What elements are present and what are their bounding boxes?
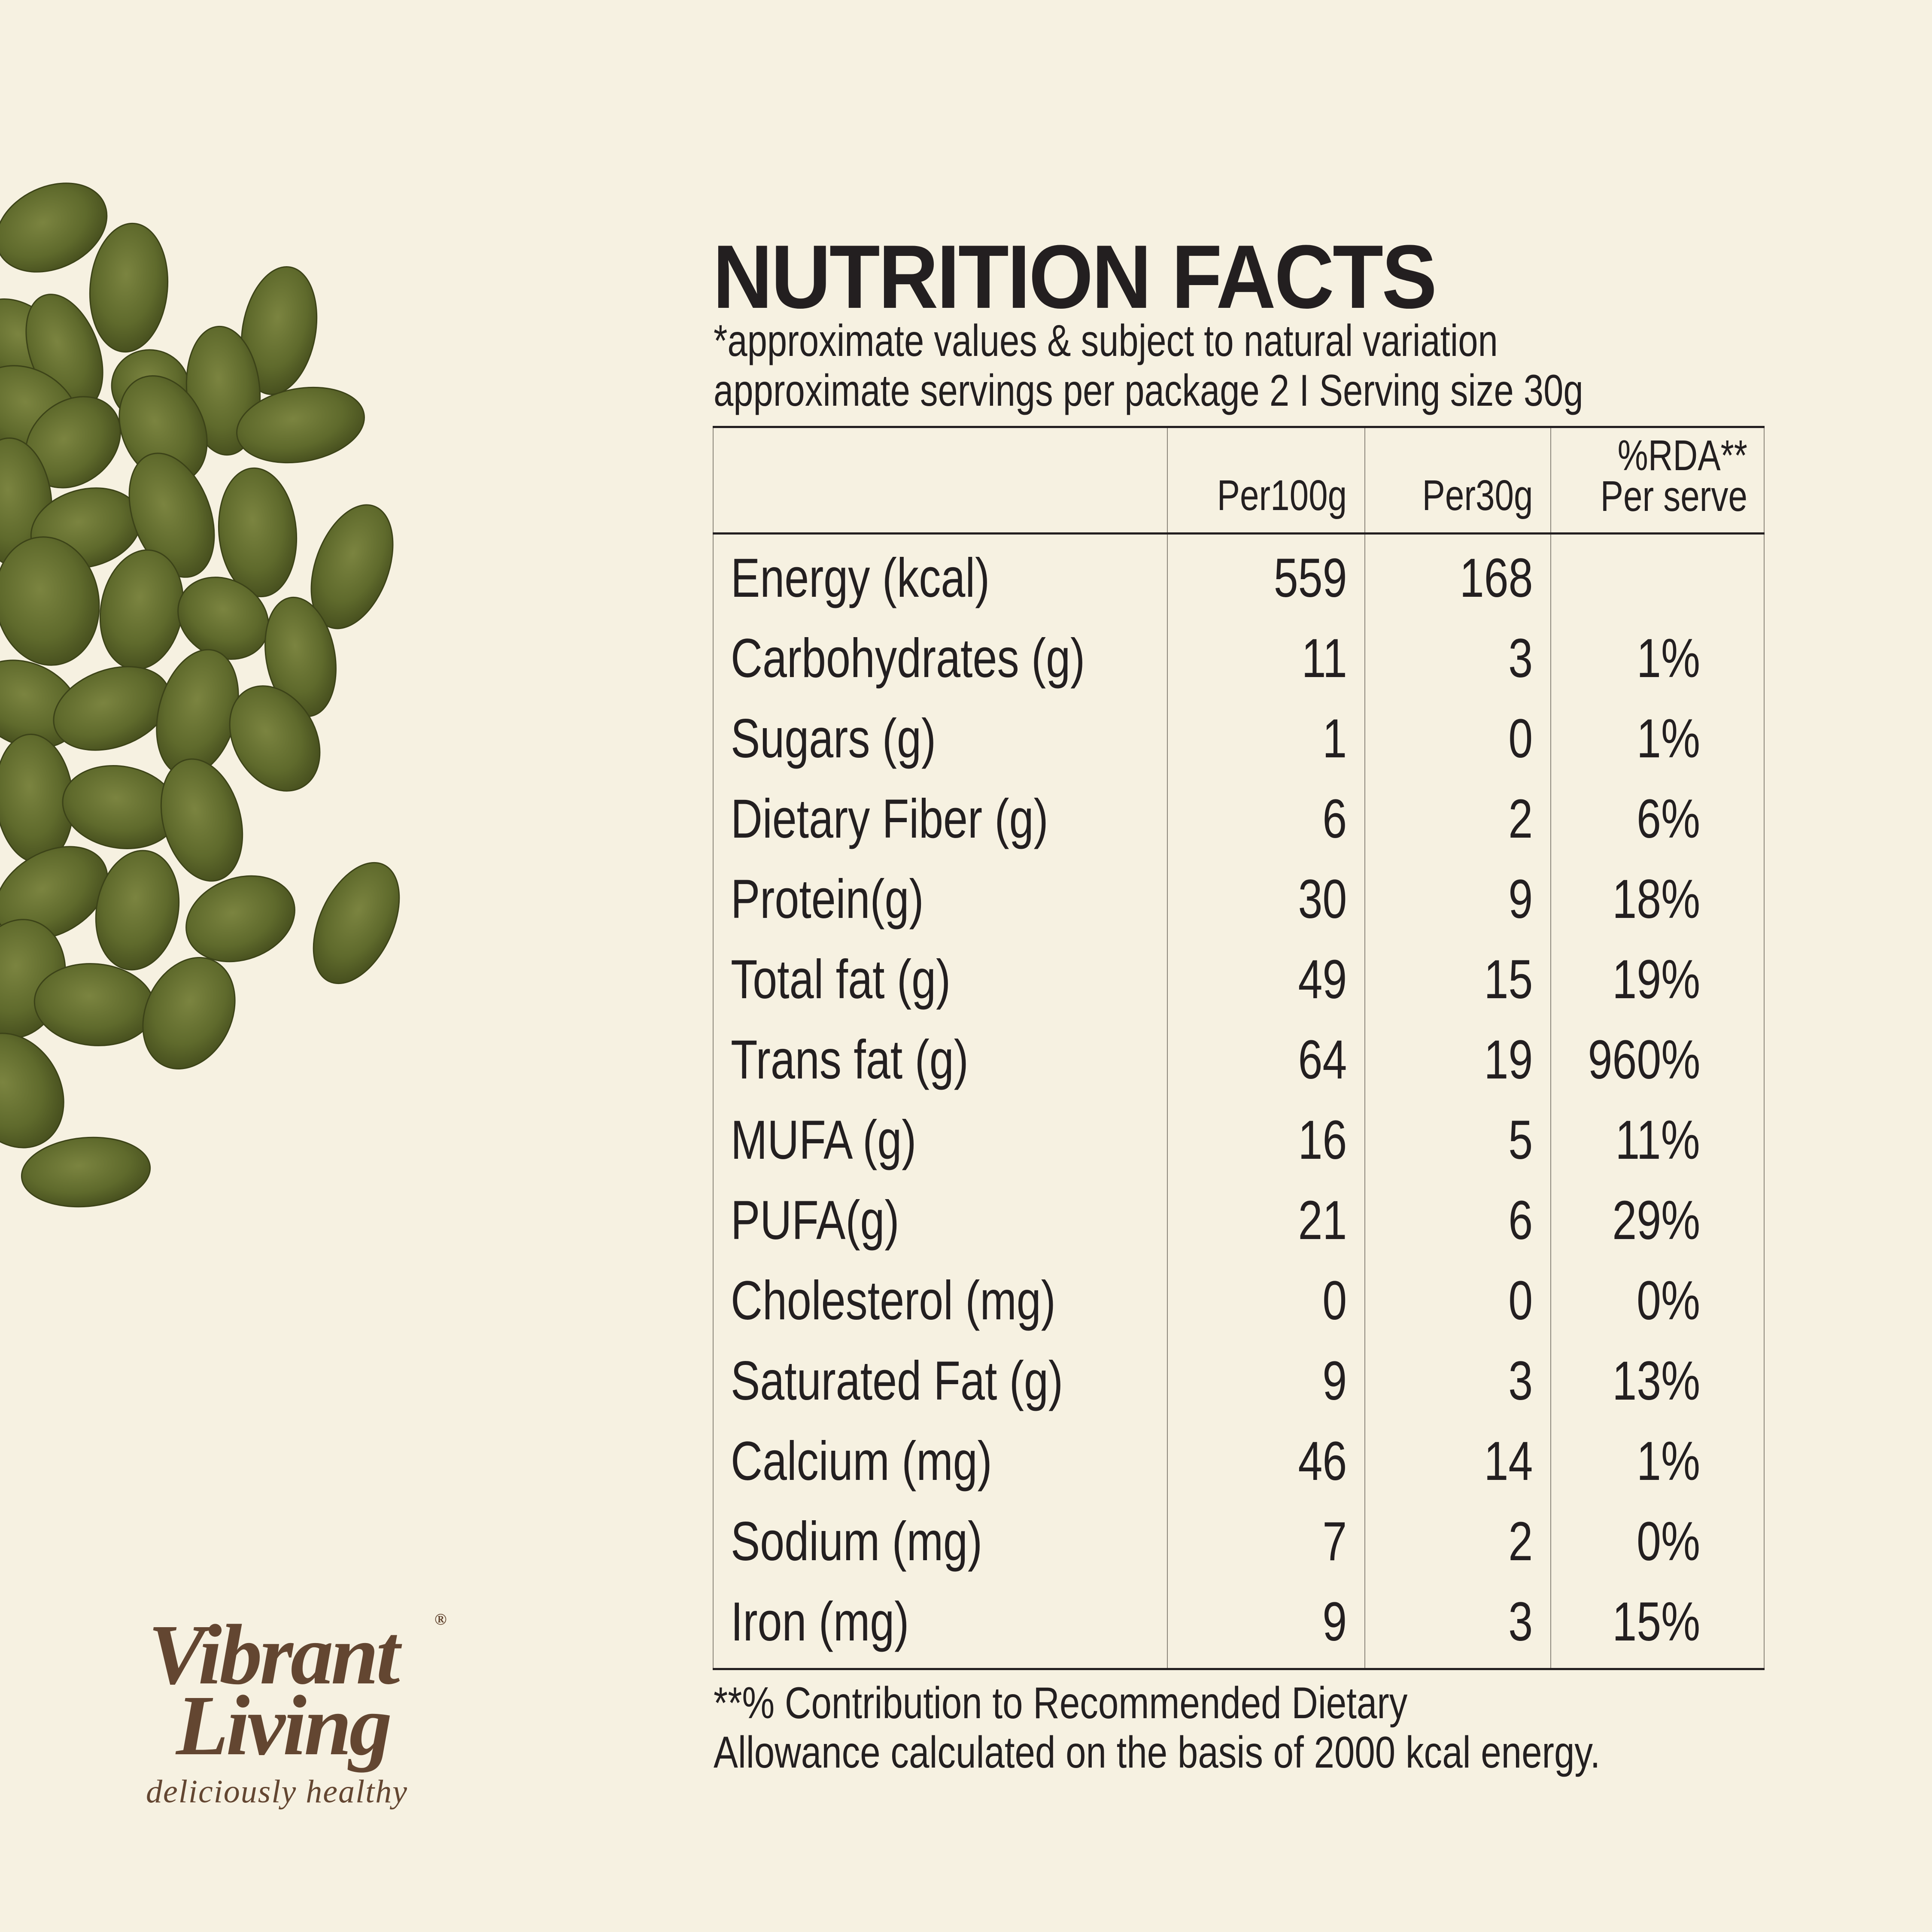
header-rda: %RDA** Per serve	[1600, 431, 1747, 520]
brand-name-line2: Living	[176, 1678, 392, 1773]
value-rda: 19%	[1612, 948, 1700, 1010]
value-rda: 1%	[1637, 1430, 1700, 1492]
table-body: Energy (kcal) 559 168 Carbohydrates (g) 11 3 1…	[713, 535, 1765, 1668]
footnote-line1: **% Contribution to Recommended Dietary	[714, 1678, 1408, 1728]
value-per100g: 11	[1301, 627, 1347, 689]
value-rda: 11%	[1615, 1109, 1700, 1171]
pumpkin-seeds-image	[0, 182, 400, 1208]
value-per30g: 9	[1508, 868, 1533, 930]
value-per100g: 30	[1298, 868, 1347, 930]
value-rda: 1%	[1637, 708, 1700, 769]
value-per30g: 168	[1459, 547, 1533, 609]
value-per30g: 14	[1484, 1430, 1533, 1492]
value-per100g: 7	[1322, 1510, 1347, 1572]
value-rda: 0%	[1637, 1270, 1700, 1331]
value-rda: 15%	[1612, 1591, 1700, 1653]
value-per30g: 3	[1508, 627, 1533, 689]
footnote-line2: Allowance calculated on the basis of 200…	[714, 1728, 1601, 1777]
table-row: Trans fat (g) 64 19 960%	[713, 1020, 1765, 1100]
value-per30g: 0	[1508, 708, 1533, 769]
value-per100g: 16	[1298, 1109, 1347, 1171]
value-rda: 960%	[1588, 1029, 1700, 1091]
value-per100g: 46	[1298, 1430, 1347, 1492]
table-row: Total fat (g) 49 15 19%	[713, 939, 1765, 1020]
value-per30g: 2	[1508, 1510, 1533, 1572]
nutrient-name: Saturated Fat (g)	[731, 1350, 1063, 1412]
column-divider	[1364, 428, 1365, 1668]
table-row: Calcium (mg) 46 14 1%	[713, 1421, 1765, 1501]
table-row: Sugars (g) 1 0 1%	[713, 699, 1765, 779]
nutrient-name: Carbohydrates (g)	[731, 627, 1085, 689]
table-right-border	[1764, 428, 1765, 1668]
value-per100g: 64	[1298, 1029, 1347, 1091]
header-nutrient	[713, 517, 1167, 532]
value-per30g: 0	[1508, 1270, 1533, 1331]
value-rda: 0%	[1637, 1510, 1700, 1572]
nutrient-name: Total fat (g)	[731, 948, 951, 1010]
table-row: Protein(g) 30 9 18%	[713, 859, 1765, 939]
column-divider	[1167, 428, 1168, 1668]
brand-name-line1: Vibrant	[148, 1607, 400, 1702]
table-row: Carbohydrates (g) 11 3 1%	[713, 618, 1765, 699]
nutrient-name: Energy (kcal)	[731, 547, 990, 609]
value-per100g: 21	[1298, 1189, 1347, 1251]
nutrient-name: Protein(g)	[731, 868, 924, 930]
value-rda: 29%	[1612, 1189, 1700, 1251]
value-per100g: 49	[1298, 948, 1347, 1010]
registered-mark-icon: ®	[434, 1610, 447, 1628]
table-row: Dietary Fiber (g) 6 2 6%	[713, 779, 1765, 859]
brand-tagline: deliciously healthy	[146, 1774, 408, 1810]
value-rda: 13%	[1612, 1350, 1700, 1412]
table-row: Cholesterol (mg) 0 0 0%	[713, 1261, 1765, 1341]
nutrient-name: Sodium (mg)	[731, 1510, 983, 1572]
value-per100g: 9	[1322, 1350, 1347, 1412]
value-per100g: 1	[1322, 708, 1347, 769]
header-per100g: Per100g	[1217, 471, 1347, 519]
value-per30g: 6	[1508, 1189, 1533, 1251]
nutrient-name: Cholesterol (mg)	[731, 1270, 1056, 1331]
header-per30g: Per30g	[1422, 471, 1533, 519]
value-per30g: 3	[1508, 1591, 1533, 1653]
nutrient-name: Calcium (mg)	[731, 1430, 992, 1492]
value-per30g: 19	[1484, 1029, 1533, 1091]
value-per30g: 2	[1508, 788, 1533, 850]
table-row: Saturated Fat (g) 9 3 13%	[713, 1341, 1765, 1421]
value-per100g: 9	[1322, 1591, 1347, 1653]
table-row: PUFA(g) 21 6 29%	[713, 1180, 1765, 1261]
value-per100g: 6	[1322, 788, 1347, 850]
brand-logo: Vibrant Living ® deliciously healthy	[146, 1597, 455, 1820]
nutrient-name: Dietary Fiber (g)	[731, 788, 1048, 850]
value-rda: 1%	[1637, 627, 1700, 689]
page-title: NUTRITION FACTS	[713, 226, 1437, 327]
value-rda: 18%	[1612, 868, 1700, 930]
nutrient-name: Trans fat (g)	[731, 1029, 969, 1091]
nutrition-table: Per100g Per30g %RDA** Per serve Energy (…	[713, 426, 1765, 1670]
subtitle-serving-info: approximate servings per package 2 I Ser…	[714, 366, 1583, 416]
table-row: Sodium (mg) 7 2 0%	[713, 1501, 1765, 1582]
value-per30g: 3	[1508, 1350, 1533, 1412]
value-per30g: 5	[1508, 1109, 1533, 1171]
value-per100g: 559	[1273, 547, 1347, 609]
table-left-border	[713, 428, 714, 1668]
nutrient-name: Iron (mg)	[731, 1591, 909, 1653]
value-per30g: 15	[1484, 948, 1533, 1010]
value-per100g: 0	[1322, 1270, 1347, 1331]
table-row: Energy (kcal) 559 168	[713, 538, 1765, 618]
table-header-row: Per100g Per30g %RDA** Per serve	[713, 428, 1765, 535]
table-row: Iron (mg) 9 3 15%	[713, 1582, 1765, 1662]
value-rda: 6%	[1637, 788, 1700, 850]
value-rda	[1550, 551, 1765, 606]
subtitle-approximate-values: *approximate values & subject to natural…	[714, 316, 1498, 366]
column-divider	[1550, 428, 1551, 1668]
nutrient-name: MUFA (g)	[731, 1109, 917, 1171]
nutrient-name: Sugars (g)	[731, 708, 936, 769]
table-row: MUFA (g) 16 5 11%	[713, 1100, 1765, 1180]
nutrient-name: PUFA(g)	[731, 1189, 899, 1251]
